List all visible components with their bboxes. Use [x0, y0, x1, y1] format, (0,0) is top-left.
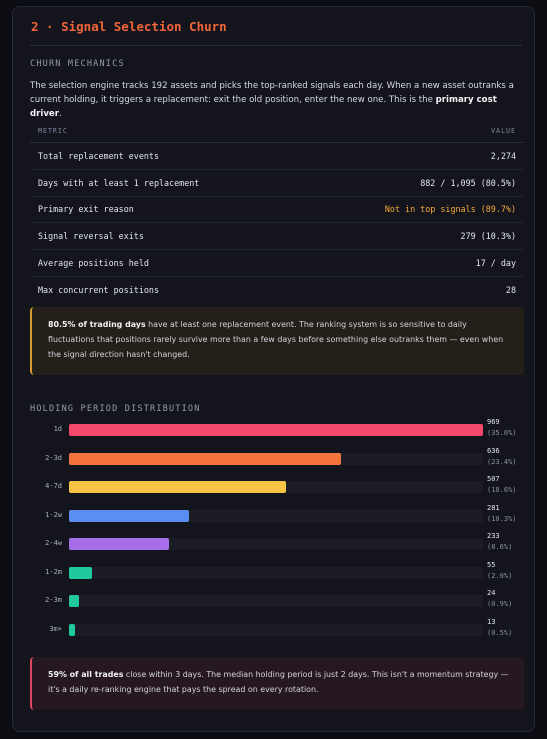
bar-percent: (23.4%) — [487, 457, 517, 466]
bar-category-label: 1-2m — [45, 567, 62, 576]
bar-percent: (0.9%) — [487, 600, 513, 608]
bar-count: 233 — [487, 532, 500, 540]
bar-category-label: 2-4w — [45, 539, 62, 547]
bar-track — [69, 623, 483, 636]
bar-category-label: 3m+ — [49, 624, 62, 633]
table-row: Days with at least 1 replacement 882 / 1… — [30, 170, 524, 197]
metric-value: 279 (10.3%) — [460, 231, 516, 242]
bar-value-label: 969 (35.6%) — [487, 417, 517, 439]
bar-count: 13 — [487, 617, 496, 626]
table-row: Signal reversal exits 279 (10.3%) — [30, 223, 524, 251]
bar-2-3m — [69, 595, 80, 607]
callout-text: have at least one replacement event. The… — [48, 320, 504, 359]
bar-percent: (0.5%) — [487, 628, 513, 637]
metric-name: Max concurrent positions — [38, 284, 160, 295]
bar-value-label: 281 (10.3%) — [487, 503, 517, 525]
metric-value: 2,274 — [490, 150, 516, 161]
bar-4-7d — [69, 481, 286, 493]
bar-count: 969 — [487, 418, 500, 426]
metric-value: 882 / 1,095 (80.5%) — [420, 177, 516, 188]
bar-count: 507 — [487, 475, 500, 483]
bar-percent: (18.6%) — [487, 486, 517, 494]
metric-value-highlight: Not in top signals (89.7%) — [384, 204, 516, 215]
intro-bold: primary cost driver — [30, 95, 497, 119]
holding-period-chart: 1d 969 (35.6%) 2-3d 636 (23.4%) 4-7d 507 (18.6%)… — [13, 417, 536, 647]
churn-mechanics-label: CHURN MECHANICS — [30, 59, 125, 69]
metric-name: Days with at least 1 replacement — [38, 177, 200, 188]
section-title: 2 · Signal Selection Churn — [31, 19, 227, 34]
bar-count: 55 — [487, 560, 496, 569]
callout-text: close within 3 days. The median holding … — [48, 670, 509, 694]
table-row: Primary exit reason Not in top signals (… — [30, 197, 524, 224]
bar-2-3d — [69, 452, 341, 465]
bar-track — [69, 566, 483, 579]
bar-category-label: 4-7d — [45, 482, 62, 490]
bar-percent: (10.3%) — [487, 514, 517, 523]
bar-1-2w — [69, 509, 190, 522]
header-metric: METRIC — [38, 126, 68, 135]
table-row: Total replacement events 2,274 — [30, 143, 524, 170]
signal-churn-panel: 2 · Signal Selection Churn CHURN MECHANI… — [12, 6, 535, 732]
bar-3m+ — [69, 623, 75, 636]
title-divider — [30, 45, 522, 46]
bar-percent: (2.0%) — [487, 571, 513, 580]
churn-intro-text: The selection engine tracks 192 assets a… — [30, 79, 530, 121]
intro-pre: The selection engine tracks 192 assets a… — [30, 81, 514, 105]
metric-name: Average positions held — [38, 258, 149, 269]
bar-value-label: 55 (2.0%) — [487, 560, 512, 582]
bar-value-label: 636 (23.4%) — [487, 446, 517, 468]
bar-value-label: 507 (18.6%) — [487, 474, 517, 496]
metric-value: 17 / day — [475, 258, 516, 269]
bar-category-label: 2-3d — [45, 453, 62, 462]
metric-value: 28 — [505, 284, 516, 295]
header-value: VALUE — [491, 126, 516, 135]
bar-category-label: 1d — [53, 425, 62, 433]
metric-name: Signal reversal exits — [38, 231, 144, 242]
bar-track — [69, 538, 483, 550]
bar-1-2m — [69, 566, 93, 579]
bar-count: 636 — [487, 446, 500, 455]
bar-track — [69, 595, 483, 607]
intro-post: . — [59, 109, 62, 119]
table-header: METRIC VALUE — [30, 119, 524, 143]
bar-1d — [69, 424, 483, 436]
bar-category-label: 2-3m — [45, 596, 62, 604]
bar-category-label: 1-2w — [45, 510, 62, 519]
bar-count: 24 — [487, 589, 496, 597]
bar-2-4w — [69, 538, 169, 550]
metric-name: Primary exit reason — [38, 204, 134, 215]
metric-name: Total replacement events — [38, 150, 160, 161]
bar-value-label: 13 (0.5%) — [487, 617, 512, 639]
bar-value-label: 24 (0.9%) — [487, 588, 512, 610]
table-row: Max concurrent positions 28 — [30, 277, 524, 303]
summary-callout: 59% of all trades close within 3 days. T… — [30, 657, 524, 710]
table-row: Average positions held 17 / day — [30, 250, 524, 277]
churn-metrics-table: METRIC VALUE Total replacement events 2,… — [30, 119, 524, 303]
callout-bold: 59% of all trades — [48, 670, 124, 679]
bar-value-label: 233 (8.6%) — [487, 531, 512, 553]
bar-count: 281 — [487, 503, 500, 512]
bar-percent: (8.6%) — [487, 543, 513, 551]
callout-bold: 80.5% of trading days — [48, 320, 146, 329]
bar-percent: (35.6%) — [487, 429, 517, 437]
chart-title: HOLDING PERIOD DISTRIBUTION — [30, 404, 201, 414]
churn-callout: 80.5% of trading days have at least one … — [30, 307, 524, 375]
